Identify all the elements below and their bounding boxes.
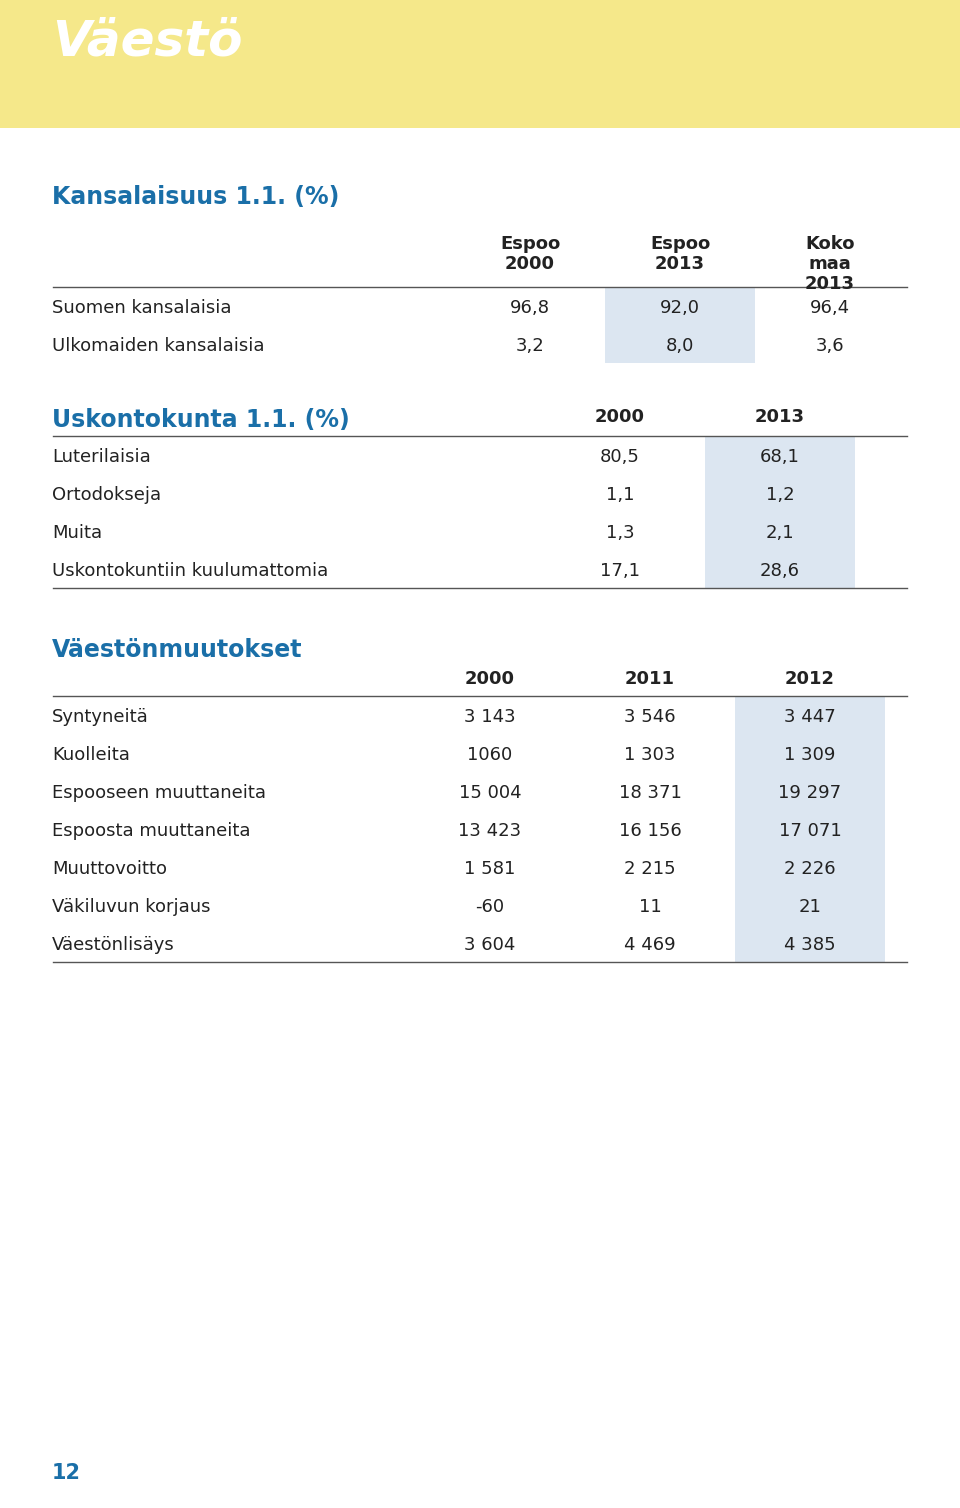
- Text: 2013: 2013: [805, 274, 855, 293]
- Text: Kansalaisuus 1.1. (%): Kansalaisuus 1.1. (%): [52, 185, 340, 210]
- Bar: [705, 550, 855, 588]
- Text: 1 303: 1 303: [624, 746, 676, 765]
- Bar: [705, 513, 855, 550]
- Text: Väestönmuutokset: Väestönmuutokset: [52, 638, 302, 662]
- Text: 3 447: 3 447: [784, 707, 836, 725]
- Text: Väestö: Väestö: [52, 18, 243, 66]
- Text: Muuttovoitto: Muuttovoitto: [52, 860, 167, 878]
- Text: 3 546: 3 546: [624, 707, 676, 725]
- Text: Espooseen muuttaneita: Espooseen muuttaneita: [52, 784, 266, 802]
- Bar: [735, 847, 885, 887]
- Bar: [705, 436, 855, 474]
- Text: Kuolleita: Kuolleita: [52, 746, 130, 765]
- Text: 21: 21: [799, 897, 822, 915]
- Text: Espoo: Espoo: [650, 235, 710, 253]
- Text: 2 226: 2 226: [784, 860, 836, 878]
- Text: 3,6: 3,6: [816, 336, 844, 354]
- Text: 1,1: 1,1: [606, 486, 635, 504]
- Text: Espoo: Espoo: [500, 235, 560, 253]
- Text: 1 581: 1 581: [465, 860, 516, 878]
- Bar: [605, 326, 755, 363]
- Text: 19 297: 19 297: [779, 784, 842, 802]
- Text: 96,4: 96,4: [810, 299, 850, 317]
- Text: 2000: 2000: [465, 670, 515, 688]
- Bar: [0, 0, 960, 128]
- Text: 3 143: 3 143: [465, 707, 516, 725]
- Text: 2 215: 2 215: [624, 860, 676, 878]
- Text: 2000: 2000: [595, 409, 645, 425]
- Bar: [735, 810, 885, 847]
- Text: Muita: Muita: [52, 523, 102, 541]
- Text: Ortodokseja: Ortodokseja: [52, 486, 161, 504]
- Text: 11: 11: [638, 897, 661, 915]
- Text: 18 371: 18 371: [618, 784, 682, 802]
- Text: 1060: 1060: [468, 746, 513, 765]
- Text: 2013: 2013: [755, 409, 805, 425]
- Text: Luterilaisia: Luterilaisia: [52, 448, 151, 466]
- Bar: [735, 772, 885, 810]
- Text: 3,2: 3,2: [516, 336, 544, 354]
- Text: 2011: 2011: [625, 670, 675, 688]
- Text: Suomen kansalaisia: Suomen kansalaisia: [52, 299, 231, 317]
- Text: 1,3: 1,3: [606, 523, 635, 541]
- Text: 16 156: 16 156: [618, 822, 682, 840]
- Text: Syntyneitä: Syntyneitä: [52, 707, 149, 725]
- Text: 92,0: 92,0: [660, 299, 700, 317]
- Bar: [735, 924, 885, 962]
- Text: 17 071: 17 071: [779, 822, 841, 840]
- Text: 4 469: 4 469: [624, 936, 676, 955]
- Text: 1 309: 1 309: [784, 746, 836, 765]
- Text: Väkiluvun korjaus: Väkiluvun korjaus: [52, 897, 210, 915]
- Bar: [735, 734, 885, 772]
- Text: 2,1: 2,1: [766, 523, 794, 541]
- Bar: [735, 887, 885, 924]
- Bar: [705, 474, 855, 513]
- Text: 80,5: 80,5: [600, 448, 640, 466]
- Text: Uskontokuntiin kuulumattomia: Uskontokuntiin kuulumattomia: [52, 562, 328, 581]
- Text: Espoosta muuttaneita: Espoosta muuttaneita: [52, 822, 251, 840]
- Text: 15 004: 15 004: [459, 784, 521, 802]
- Text: 68,1: 68,1: [760, 448, 800, 466]
- Text: maa: maa: [808, 255, 852, 273]
- Text: Ulkomaiden kansalaisia: Ulkomaiden kansalaisia: [52, 336, 265, 354]
- Text: 13 423: 13 423: [459, 822, 521, 840]
- Bar: [735, 697, 885, 734]
- Bar: [605, 287, 755, 326]
- Text: Väestönlisäys: Väestönlisäys: [52, 936, 175, 955]
- Text: 28,6: 28,6: [760, 562, 800, 581]
- Text: 4 385: 4 385: [784, 936, 836, 955]
- Text: 96,8: 96,8: [510, 299, 550, 317]
- Text: 3 604: 3 604: [465, 936, 516, 955]
- Text: 2000: 2000: [505, 255, 555, 273]
- Text: Koko: Koko: [805, 235, 854, 253]
- Text: 17,1: 17,1: [600, 562, 640, 581]
- Text: -60: -60: [475, 897, 505, 915]
- Text: 8,0: 8,0: [666, 336, 694, 354]
- Text: 1,2: 1,2: [766, 486, 794, 504]
- Text: 2012: 2012: [785, 670, 835, 688]
- Text: 12: 12: [52, 1463, 81, 1482]
- Text: Uskontokunta 1.1. (%): Uskontokunta 1.1. (%): [52, 409, 349, 431]
- Text: 2013: 2013: [655, 255, 705, 273]
